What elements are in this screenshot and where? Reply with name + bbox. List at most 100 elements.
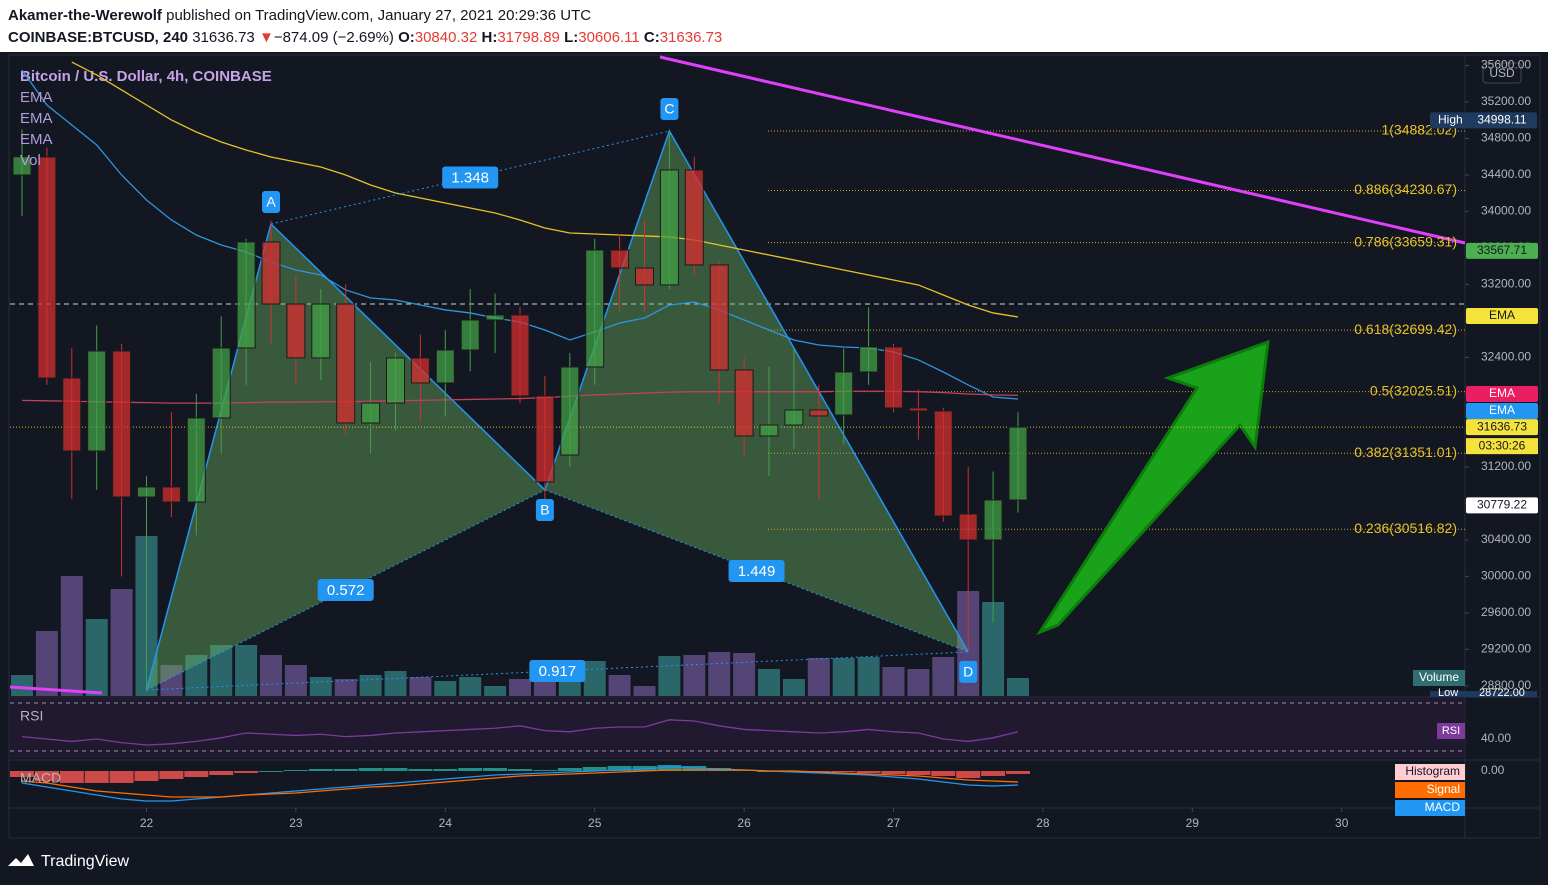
macd-hist xyxy=(333,769,358,771)
price-tag xyxy=(1466,385,1538,402)
point-label: B xyxy=(540,502,549,518)
o-val: 30840.32 xyxy=(414,29,478,46)
volume-bar xyxy=(633,686,656,696)
candle-body xyxy=(37,156,57,379)
volume-bar xyxy=(284,665,307,696)
point-label: C xyxy=(664,101,674,117)
c-key: C: xyxy=(643,29,660,46)
volume-bar xyxy=(882,667,905,696)
macd-hist xyxy=(981,771,1006,776)
macd-tag-label: Signal xyxy=(1427,782,1460,796)
point-box xyxy=(535,498,554,521)
macd-hist xyxy=(582,767,607,771)
macd-tag xyxy=(1395,800,1465,816)
ratio-label: 0.572 xyxy=(327,582,365,599)
ratio-label: 0.917 xyxy=(539,663,577,680)
y-tick-label: 35200.00 xyxy=(1481,94,1531,108)
price-tag xyxy=(1466,307,1538,324)
arrow: ▼ xyxy=(258,29,274,46)
macd-hist xyxy=(184,771,209,777)
candle-body xyxy=(734,369,754,437)
x-tick-label: 22 xyxy=(140,816,154,830)
candle-body xyxy=(112,350,132,498)
candle-body xyxy=(983,499,1003,541)
volume-bar xyxy=(434,681,457,696)
macd-hist xyxy=(483,768,508,771)
y-tick-label: 34000.00 xyxy=(1481,204,1531,218)
point-box xyxy=(262,190,280,213)
y-tick-label: 35600.00 xyxy=(1481,58,1531,72)
candle-body xyxy=(709,264,729,371)
y-tick-label: 29600.00 xyxy=(1481,605,1531,619)
fib-label: 0.236(30516.82) xyxy=(1354,520,1457,536)
macd-tick-label: 0.00 xyxy=(1481,763,1505,777)
ratio-box xyxy=(728,559,785,582)
point-box xyxy=(660,98,679,121)
macd-hist xyxy=(657,765,682,771)
y-tick-label: 34400.00 xyxy=(1481,167,1531,181)
tag-label: EMA xyxy=(1489,386,1515,400)
candle-body xyxy=(460,319,480,351)
macd-hist xyxy=(10,771,34,777)
volume-bar xyxy=(932,657,955,696)
y-tick-label: 31200.00 xyxy=(1481,459,1531,473)
candle-body xyxy=(336,303,356,424)
candle-body xyxy=(361,402,381,424)
candle-body xyxy=(286,303,306,359)
ratio-label: 1.348 xyxy=(451,169,489,186)
macd-hist xyxy=(856,771,881,773)
frame xyxy=(8,54,1541,839)
candle-body xyxy=(485,314,505,321)
candle-body xyxy=(684,169,704,266)
candle-body xyxy=(908,407,928,412)
candle-body xyxy=(386,357,405,404)
symbol-line: COINBASE:BTCUSD, 240 31636.73 ▼−874.09 (… xyxy=(8,29,722,46)
candle-body xyxy=(809,409,829,417)
pattern-leg xyxy=(270,223,546,491)
macd-tag-label: Histogram xyxy=(1405,764,1460,778)
volume-bar xyxy=(309,677,332,696)
macd-hist xyxy=(259,771,283,772)
candle-body xyxy=(585,249,605,368)
macd-hist xyxy=(458,768,483,771)
trend-line xyxy=(659,55,1466,245)
c-val: 31636.73 xyxy=(659,29,723,46)
candle-body xyxy=(1008,426,1028,501)
ema-line xyxy=(71,61,1019,318)
candle-body xyxy=(884,346,903,409)
volume-bar xyxy=(683,655,706,696)
macd-name: MACD xyxy=(20,770,61,786)
price-tag xyxy=(1466,419,1538,436)
volume-bar xyxy=(708,652,731,696)
y-tick-label: 32400.00 xyxy=(1481,350,1531,364)
header: Akamer-the-Werewolf published on Trading… xyxy=(0,0,1548,52)
volume-bar xyxy=(733,653,756,696)
volume-bar xyxy=(583,661,606,696)
price-tag xyxy=(1466,402,1538,419)
y-tick-label: 34800.00 xyxy=(1481,131,1531,145)
volume-bar xyxy=(907,669,930,696)
tag-name: High xyxy=(1438,113,1463,127)
macd-hist xyxy=(34,771,59,781)
x-tick-label: 23 xyxy=(289,816,303,830)
macd_line xyxy=(21,766,1019,802)
volume-bar xyxy=(459,677,482,696)
macd-hist xyxy=(209,771,234,775)
volume-bar xyxy=(409,677,432,696)
candle-body xyxy=(535,395,555,483)
last: 31636.73 xyxy=(192,29,255,46)
volume-bar xyxy=(807,658,830,696)
x-tick-label: 27 xyxy=(887,816,901,830)
tag-label: 30779.22 xyxy=(1477,498,1527,512)
h-key: H: xyxy=(481,29,498,46)
candle-body xyxy=(186,417,206,503)
volume-bar xyxy=(857,657,880,696)
macd-hist xyxy=(433,769,458,771)
low-tag xyxy=(1430,691,1537,698)
tag-label: 34998.11 xyxy=(1477,113,1526,127)
point-label: A xyxy=(266,194,276,210)
legend-item: EMA xyxy=(20,131,53,148)
x-tick-label: 24 xyxy=(439,816,453,830)
price-tag xyxy=(1430,112,1537,129)
